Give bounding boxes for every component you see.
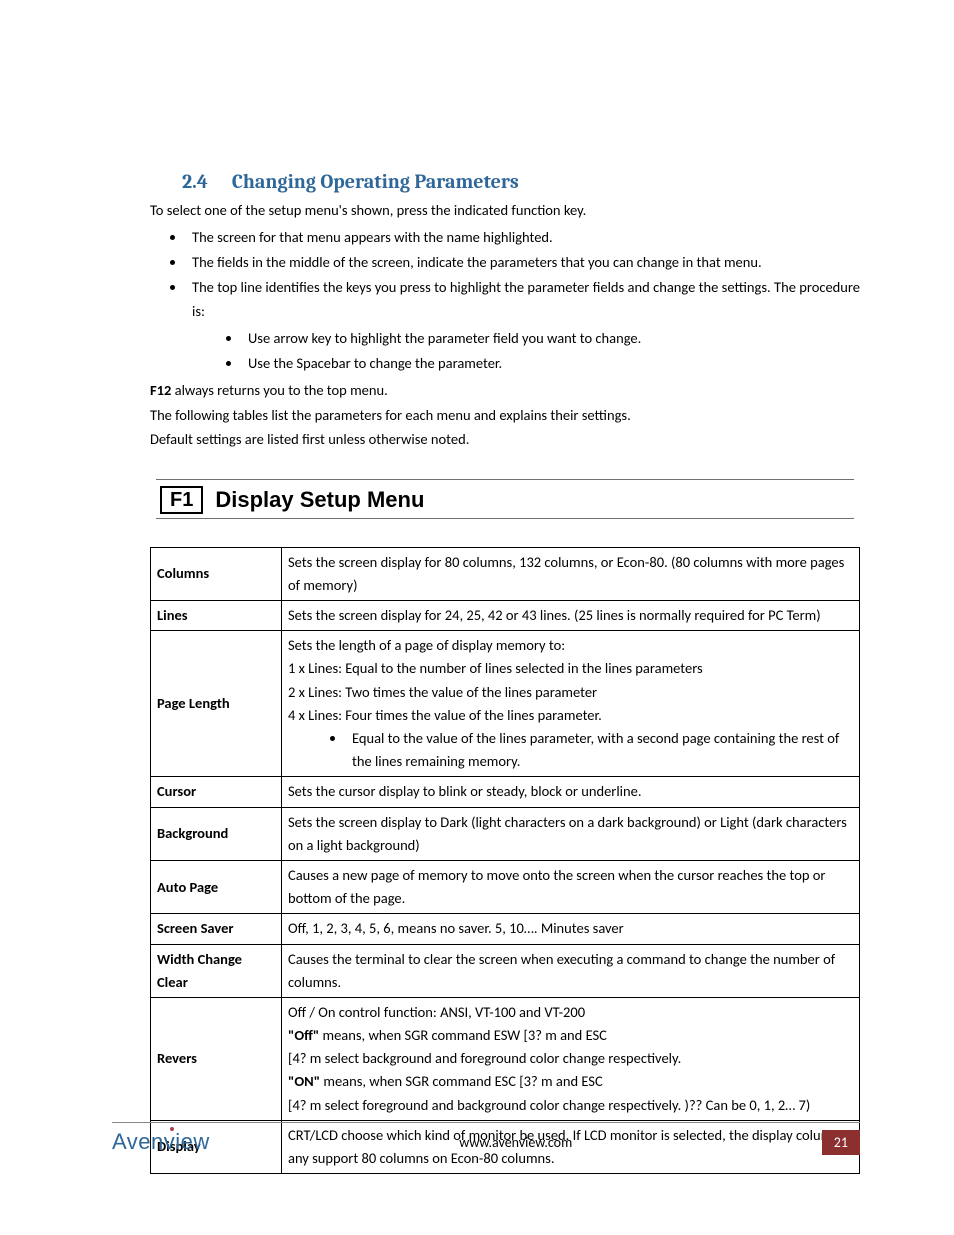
parameter-table: ColumnsSets the screen display for 80 co… — [150, 547, 860, 1175]
param-name: Background — [151, 807, 282, 860]
divider — [156, 518, 854, 519]
table-row: LinesSets the screen display for 24, 25,… — [151, 601, 860, 631]
param-description: Off, 1, 2, 3, 4, 5, 6, means no saver. 5… — [282, 914, 860, 944]
param-description: Sets the cursor display to blink or stea… — [282, 777, 860, 807]
table-row: BackgroundSets the screen display to Dar… — [151, 807, 860, 860]
brand-dot-icon — [170, 1127, 174, 1131]
param-name: Cursor — [151, 777, 282, 807]
param-description: Off / On control function: ANSI, VT-100 … — [282, 997, 860, 1120]
param-description: Sets the screen display for 80 columns, … — [282, 547, 860, 600]
param-description: Sets the length of a page of display mem… — [282, 631, 860, 777]
param-description: Sets the screen display for 24, 25, 42 o… — [282, 601, 860, 631]
function-key-box: F1 — [160, 486, 203, 514]
f12-key: F12 — [150, 381, 171, 399]
param-name: Screen Saver — [151, 914, 282, 944]
table-row: ReversOff / On control function: ANSI, V… — [151, 997, 860, 1120]
menu-title: Display Setup Menu — [215, 487, 424, 513]
param-name: Revers — [151, 997, 282, 1120]
table-row: CursorSets the cursor display to blink o… — [151, 777, 860, 807]
section-title: Changing Operating Parameters — [232, 170, 519, 193]
section-heading: 2.4 Changing Operating Parameters — [182, 170, 860, 193]
table-row: Page LengthSets the length of a page of … — [151, 631, 860, 777]
list-item: The screen for that menu appears with th… — [186, 225, 860, 250]
f12-text: always returns you to the top menu. — [171, 381, 387, 399]
paragraph: Default settings are listed first unless… — [150, 428, 860, 450]
list-item-text: The top line identifies the keys you pre… — [192, 278, 860, 321]
f12-note: F12 always returns you to the top menu. — [150, 379, 860, 401]
param-name: Width Change Clear — [151, 944, 282, 997]
intro-paragraph: To select one of the setup menu's shown,… — [150, 199, 860, 221]
list-item: Use arrow key to highlight the parameter… — [242, 326, 860, 351]
list-item: The top line identifies the keys you pre… — [186, 275, 860, 376]
bullet-list: The screen for that menu appears with th… — [186, 225, 860, 375]
footer-url: www.avenview.com — [459, 1134, 572, 1151]
paragraph: The following tables list the parameters… — [150, 404, 860, 426]
param-description: Causes the terminal to clear the screen … — [282, 944, 860, 997]
param-name: Auto Page — [151, 860, 282, 913]
param-description: Sets the screen display to Dark (light c… — [282, 807, 860, 860]
menu-header: F1 Display Setup Menu — [150, 479, 860, 519]
param-description: Causes a new page of memory to move onto… — [282, 860, 860, 913]
list-item: The fields in the middle of the screen, … — [186, 250, 860, 275]
page-number: 21 — [822, 1130, 860, 1155]
param-name: Page Length — [151, 631, 282, 777]
table-row: ColumnsSets the screen display for 80 co… — [151, 547, 860, 600]
brand-logo: Avenview — [112, 1129, 210, 1155]
table-row: Screen SaverOff, 1, 2, 3, 4, 5, 6, means… — [151, 914, 860, 944]
divider — [112, 1122, 860, 1123]
nested-bullet-list: Use arrow key to highlight the parameter… — [242, 326, 860, 375]
brand-text: Avenview — [112, 1129, 210, 1154]
section-number: 2.4 — [182, 170, 208, 193]
param-name: Columns — [151, 547, 282, 600]
table-row: Auto PageCauses a new page of memory to … — [151, 860, 860, 913]
table-row: Width Change ClearCauses the terminal to… — [151, 944, 860, 997]
page-footer: Avenview www.avenview.com 21 — [112, 1122, 860, 1155]
param-name: Lines — [151, 601, 282, 631]
list-item: Use the Spacebar to change the parameter… — [242, 351, 860, 376]
